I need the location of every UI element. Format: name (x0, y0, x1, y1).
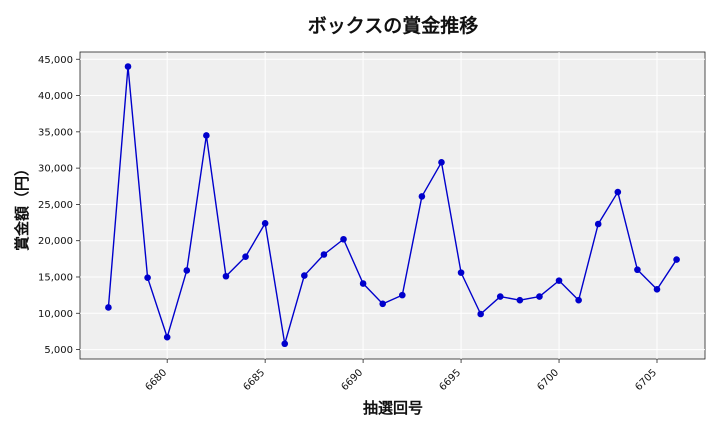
grid-lines (80, 52, 705, 359)
chart-title: ボックスの賞金推移 (308, 14, 478, 37)
data-point (340, 235, 347, 243)
y-axis: 5,000 10,000 15,000 20,000 25,000 30,000 35,00… (38, 55, 80, 356)
data-point (398, 291, 406, 299)
data-point (614, 188, 622, 196)
data-point (163, 333, 171, 341)
y-tick-label: 10,000 (38, 309, 73, 320)
x-tick-label: 6700 (535, 367, 561, 393)
x-tick-label: 6690 (339, 367, 365, 393)
x-tick-label: 6705 (633, 367, 659, 393)
data-point (673, 256, 680, 263)
y-axis-label: 賞金額（円） (13, 161, 31, 251)
series-line (107, 65, 678, 345)
data-point (124, 63, 132, 70)
data-point (320, 251, 328, 258)
data-point (477, 310, 484, 318)
y-tick-label: 20,000 (38, 236, 73, 247)
data-point (555, 277, 563, 284)
data-point (516, 296, 524, 304)
data-point (438, 159, 445, 166)
data-point (496, 293, 504, 300)
data-point (359, 280, 367, 287)
data-point (418, 193, 426, 200)
data-point (183, 267, 191, 274)
y-tick-label: 15,000 (38, 272, 73, 283)
series-layer (105, 63, 680, 348)
x-tick-label: 6695 (437, 367, 463, 393)
data-point (575, 296, 582, 304)
x-tick-label: 6685 (241, 367, 267, 393)
data-point (301, 272, 308, 279)
y-tick-label: 35,000 (38, 127, 73, 138)
data-point (594, 220, 602, 228)
x-tick-label: 6680 (144, 367, 170, 393)
data-point (144, 274, 151, 282)
y-tick-label: 5,000 (44, 345, 73, 356)
y-tick-label: 40,000 (38, 91, 73, 102)
x-axis: 6680 6685 6690 6695 6700 6705 (144, 359, 659, 393)
data-point (653, 286, 661, 293)
data-point (242, 253, 249, 260)
data-point (634, 266, 641, 274)
data-point (379, 300, 387, 308)
y-tick-label: 45,000 (38, 55, 73, 66)
data-point (281, 340, 289, 348)
data-point (222, 272, 230, 280)
y-tick-label: 30,000 (38, 164, 73, 175)
data-point (457, 269, 465, 276)
y-tick-label: 25,000 (38, 200, 73, 211)
data-point (203, 132, 210, 139)
data-point (105, 304, 112, 311)
data-point (261, 219, 269, 227)
plot-area (79, 51, 706, 360)
data-point (536, 293, 543, 300)
x-axis-label: 抽選回号 (363, 399, 423, 417)
